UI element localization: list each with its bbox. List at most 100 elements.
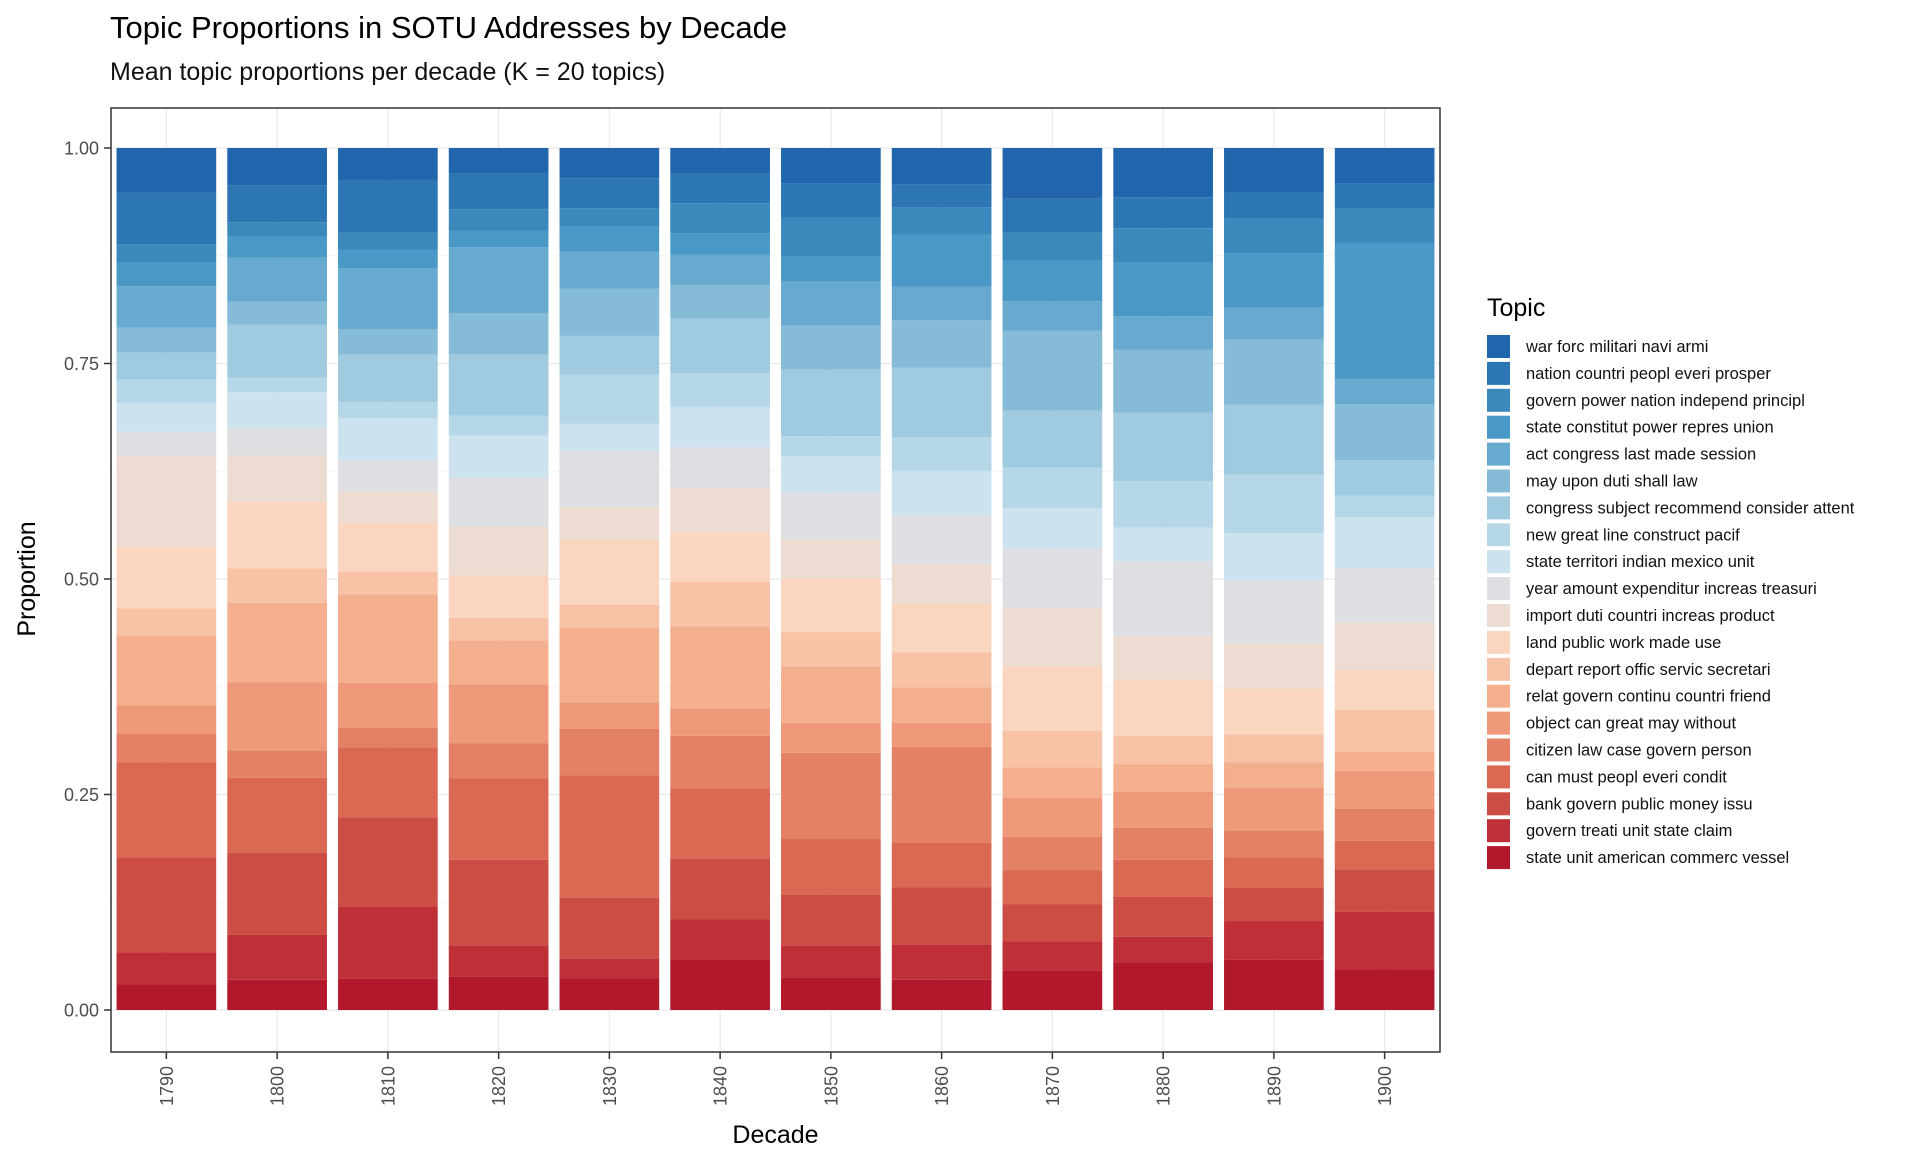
bar-segment: 1900 — object can great may without: 0.0…: [1334, 770, 1435, 809]
bar-segment: 1810 — citizen law case govern person: 0…: [338, 727, 438, 748]
bar-segment: 1900 — depart report offic servic secret…: [1334, 709, 1435, 753]
bar-segment: 1830 — citizen law case govern person: 0…: [559, 728, 660, 776]
bar-segment: 1820 — object can great may without: 0.0…: [448, 684, 549, 744]
legend-title: Topic: [1487, 294, 1545, 322]
bar-segment: 1870 — import duti countri increas produ…: [1002, 607, 1103, 667]
bar-segment: 1850 — war forc militari navi armi: 0.04…: [781, 148, 881, 184]
legend-label: citizen law case govern person: [1526, 742, 1752, 760]
bar-segment: 1830 — object can great may without: 0.0…: [559, 702, 660, 729]
bar-segment: 1870 — new great line construct pacif: 0…: [1002, 467, 1103, 508]
bar-segment: 1860 — relat govern continu countri frie…: [891, 687, 992, 723]
legend-swatch: [1487, 496, 1510, 520]
legend-swatch: [1487, 792, 1510, 816]
bar-segment: 1860 — new great line construct pacif: 0…: [891, 437, 992, 471]
legend-label: state territori indian mexico unit: [1526, 553, 1755, 571]
bar-segment: 1790 — govern power nation independ prin…: [116, 244, 217, 263]
legend-item: depart report offic servic secretari: [1487, 657, 1771, 681]
legend-item: new great line construct pacif: [1487, 523, 1740, 547]
bar-segment: 1900 — import duti countri increas produ…: [1334, 622, 1435, 671]
bar-segment: 1800 — import duti countri increas produ…: [227, 455, 327, 502]
bar-segment: 1890 — govern power nation independ prin…: [1224, 218, 1324, 254]
bar-segment: 1880 — congress subject recommend consid…: [1113, 412, 1213, 482]
bar-segment: 1900 — relat govern continu countri frie…: [1334, 752, 1435, 771]
bar-segment: 1850 — year amount expenditur increas tr…: [781, 493, 881, 539]
bar-segment: 1810 — congress subject recommend consid…: [338, 354, 438, 402]
bar-segment: 1900 — state territori indian mexico uni…: [1334, 517, 1435, 569]
bar-segment: 1870 — govern treati unit state claim: 0…: [1002, 941, 1103, 971]
bar-segment: 1790 — import duti countri increas produ…: [116, 456, 217, 548]
bar-segment: 1860 — bank govern public money issu: 0.…: [891, 887, 992, 945]
legend-label: depart report offic servic secretari: [1526, 661, 1771, 679]
y-tick-label: 1.00: [64, 139, 99, 159]
bar-segment: 1880 — nation countri peopl everi prospe…: [1113, 197, 1213, 229]
bar-segment: 1890 — state territori indian mexico uni…: [1224, 533, 1324, 580]
x-tick-label: 1810: [378, 1066, 398, 1106]
bar-segment: 1900 — govern treati unit state claim: 0…: [1334, 911, 1435, 970]
bar-segment: 1880 — year amount expenditur increas tr…: [1113, 561, 1213, 637]
bar-segment: 1830 — import duti countri increas produ…: [559, 506, 660, 540]
legend-label: war forc militari navi armi: [1525, 338, 1708, 356]
legend-label: bank govern public money issu: [1526, 795, 1753, 813]
bar-segment: 1830 — land public work made use: 0.076: [559, 539, 660, 605]
bar-segment: 1830 — war forc militari navi armi: 0.03…: [559, 148, 660, 179]
bar-segment: 1870 — bank govern public money issu: 0.…: [1002, 904, 1103, 942]
bar-segment: 1870 — war forc militari navi armi: 0.05…: [1002, 148, 1103, 199]
bar-segment: 1840 — bank govern public money issu: 0.…: [670, 858, 770, 920]
bar-segment: 1870 — state territori indian mexico uni…: [1002, 507, 1103, 549]
bar-segment: 1840 — congress subject recommend consid…: [670, 318, 770, 373]
bar-segment: 1850 — object can great may without: 0.0…: [781, 722, 881, 753]
bar-segment: 1810 — govern treati unit state claim: 0…: [338, 906, 438, 979]
bar-segment: 1860 — act congress last made session: 0…: [891, 286, 992, 321]
bar-segment: 1900 — new great line construct pacif: 0…: [1334, 495, 1435, 518]
bar-stack-1900: 1900 — state unit american commerc vesse…: [1334, 148, 1435, 1010]
bars-layer: 1790 — state unit american commerc vesse…: [116, 148, 1435, 1010]
legend-label: govern treati unit state claim: [1526, 822, 1732, 840]
legend-swatch: [1487, 657, 1510, 681]
bar-segment: 1830 — congress subject recommend consid…: [559, 335, 660, 375]
bar-segment: 1860 — war forc militari navi armi: 0.04…: [891, 148, 992, 185]
bar-segment: 1900 — year amount expenditur increas tr…: [1334, 568, 1435, 623]
bar-segment: 1840 — depart report offic servic secret…: [670, 581, 770, 627]
legend-swatch: [1487, 819, 1510, 843]
bar-segment: 1790 — nation countri peopl everi prospe…: [116, 192, 217, 245]
bar-segment: 1830 — new great line construct pacif: 0…: [559, 374, 660, 424]
bar-segment: 1810 — new great line construct pacif: 0…: [338, 401, 438, 419]
legend-swatch: [1487, 550, 1510, 574]
legend-item: congress subject recommend consider atte…: [1487, 496, 1855, 520]
bar-segment: 1840 — govern power nation independ prin…: [670, 203, 770, 234]
bar-segment: 1900 — act congress last made session: 0…: [1334, 379, 1435, 405]
x-axis: 1790 1800 1810 1820 1830 1840 1850 1860 1870 1880…: [157, 1052, 1395, 1106]
legend-label: can must peopl everi condit: [1526, 768, 1727, 786]
bar-segment: 1790 — state unit american commerc vesse…: [116, 984, 217, 1010]
bar-stack-1870: 1870 — state unit american commerc vesse…: [1002, 148, 1103, 1010]
bar-segment: 1840 — may upon duti shall law: 0.039: [670, 285, 770, 319]
x-tick-label: 1850: [821, 1066, 841, 1106]
bar-segment: 1870 — state constitut power repres unio…: [1002, 260, 1103, 302]
bar-segment: 1880 — depart report offic servic secret…: [1113, 735, 1213, 765]
bar-segment: 1790 — congress subject recommend consid…: [116, 352, 217, 380]
bar-segment: 1790 — act congress last made session: 0…: [116, 286, 217, 328]
bar-segment: 1870 — object can great may without: 0.0…: [1002, 797, 1103, 837]
bar-segment: 1860 — state territori indian mexico uni…: [891, 470, 992, 515]
bar-segment: 1800 — nation countri peopl everi prospe…: [227, 185, 327, 223]
bar-segment: 1800 — state constitut power repres unio…: [227, 236, 327, 258]
bar-segment: 1890 — congress subject recommend consid…: [1224, 404, 1324, 475]
bar-segment: 1880 — import duti countri increas produ…: [1113, 636, 1213, 680]
bar-segment: 1850 — import duti countri increas produ…: [781, 538, 881, 579]
legend-item: can must peopl everi condit: [1487, 765, 1727, 789]
bar-segment: 1830 — may upon duti shall law: 0.055: [559, 288, 660, 336]
bar-segment: 1900 — can must peopl everi condit: 0.03…: [1334, 840, 1435, 870]
bar-segment: 1800 — citizen law case govern person: 0…: [227, 750, 327, 778]
x-tick-label: 1860: [932, 1066, 952, 1106]
bar-segment: 1820 — new great line construct pacif: 0…: [448, 415, 549, 436]
bar-segment: 1850 — citizen law case govern person: 0…: [781, 752, 881, 839]
bar-segment: 1850 — bank govern public money issu: 0.…: [781, 894, 881, 946]
bar-segment: 1840 — new great line construct pacif: 0…: [670, 372, 770, 407]
bar-segment: 1810 — state territori indian mexico uni…: [338, 418, 438, 460]
legend-item: state territori indian mexico unit: [1487, 550, 1755, 574]
y-tick-label: 0.75: [64, 354, 99, 374]
legend-swatch: [1487, 684, 1510, 708]
bar-segment: 1870 — may upon duti shall law: 0.093: [1002, 330, 1103, 411]
bar-segment: 1800 — object can great may without: 0.0…: [227, 682, 327, 751]
